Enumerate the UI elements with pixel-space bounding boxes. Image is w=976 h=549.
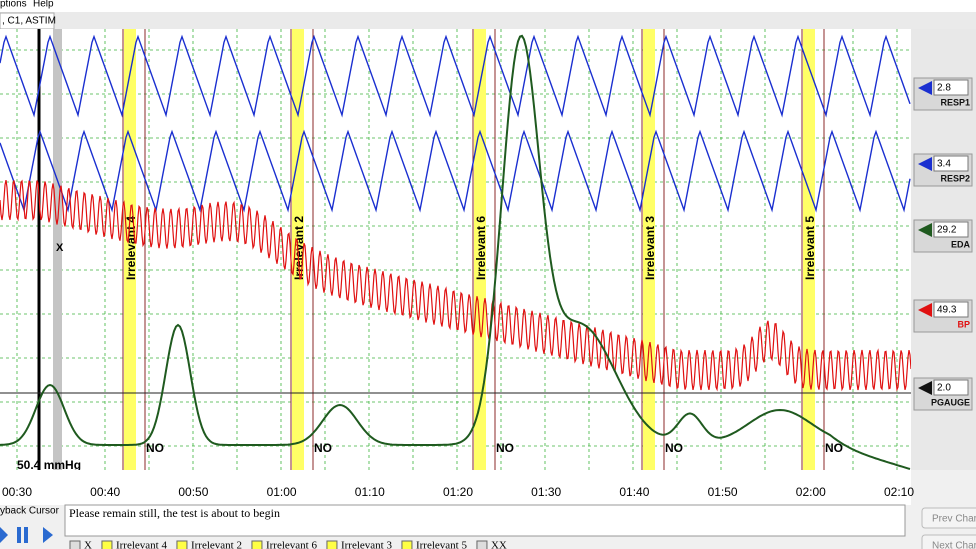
checkbox[interactable] bbox=[476, 540, 488, 549]
answer-label: NO bbox=[665, 441, 683, 455]
checkbox[interactable] bbox=[69, 540, 81, 549]
checkbox[interactable] bbox=[176, 540, 188, 549]
time-label: 02:10 bbox=[884, 485, 914, 499]
channel-value-box bbox=[933, 379, 969, 396]
button[interactable] bbox=[921, 507, 976, 529]
question-label: Irrelevant 6 bbox=[474, 216, 488, 280]
channel-value-box bbox=[933, 301, 969, 318]
checkbox-label: Irrelevant 6 bbox=[266, 540, 317, 549]
menu-item[interactable]: ptions bbox=[0, 0, 27, 10]
channel-arrow bbox=[918, 157, 932, 171]
question-band bbox=[124, 29, 136, 470]
time-labels: 00:30 00:40 00:50 01:00 01:10 01:20 01:30 01:40… bbox=[2, 485, 914, 499]
trace-bp bbox=[0, 179, 912, 392]
time-label: 01:40 bbox=[619, 485, 649, 499]
channel-name: RESP1 bbox=[940, 97, 970, 107]
tab-label: , C1, ASTIM bbox=[2, 16, 56, 27]
channel-arrow bbox=[918, 303, 932, 317]
tab-row bbox=[0, 12, 976, 29]
channel-value: 29.2 bbox=[937, 225, 957, 236]
scale-label: 50.4 mmHg bbox=[17, 458, 81, 472]
checkbox[interactable] bbox=[251, 540, 263, 549]
channel-value-box bbox=[933, 79, 969, 96]
time-axis bbox=[0, 470, 911, 505]
checkbox-row: X Irrelevant 4 Irrelevant 2 Irrelevant 6 Irr… bbox=[69, 540, 507, 549]
channel-value-box bbox=[933, 221, 969, 238]
menu-bar bbox=[0, 0, 976, 12]
answer-label: NO bbox=[146, 441, 164, 455]
time-label: 01:20 bbox=[443, 485, 473, 499]
channel-name: RESP2 bbox=[940, 173, 970, 183]
channel-value: 49.3 bbox=[937, 305, 957, 316]
checkbox-label: Irrelevant 3 bbox=[341, 540, 392, 549]
channel-value-box bbox=[933, 155, 969, 172]
checkbox[interactable] bbox=[101, 540, 113, 549]
answer-label: NO bbox=[496, 441, 514, 455]
checkbox-label: Irrelevant 4 bbox=[116, 540, 167, 549]
checkbox-label: X bbox=[84, 540, 92, 549]
marker-label: X bbox=[56, 242, 64, 254]
channel-name: EDA bbox=[951, 239, 971, 249]
channel-name: BP bbox=[957, 319, 970, 329]
pause-button[interactable] bbox=[17, 527, 21, 543]
chart-area bbox=[0, 29, 911, 470]
button[interactable] bbox=[921, 534, 976, 549]
channel-value: 2.0 bbox=[937, 383, 951, 394]
menu-item[interactable]: Help bbox=[33, 0, 54, 10]
time-label: 00:50 bbox=[178, 485, 208, 499]
trace-eda bbox=[0, 34, 911, 470]
answer-label: NO bbox=[825, 441, 843, 455]
trace-resp1 bbox=[0, 34, 911, 118]
time-label: 00:30 bbox=[2, 485, 32, 499]
trace-resp2 bbox=[0, 129, 911, 213]
play-button[interactable] bbox=[43, 527, 53, 543]
play-back-button[interactable] bbox=[0, 527, 8, 543]
cursor-band bbox=[53, 29, 62, 470]
question-label: Irrelevant 4 bbox=[124, 216, 138, 280]
time-label: 01:10 bbox=[355, 485, 385, 499]
time-label: 01:30 bbox=[531, 485, 561, 499]
checkbox[interactable] bbox=[326, 540, 338, 549]
answer-label: NO bbox=[314, 441, 332, 455]
channel-value: 3.4 bbox=[937, 159, 951, 170]
channel-arrow bbox=[918, 381, 932, 395]
time-label: 02:00 bbox=[796, 485, 826, 499]
channel-name: PGAUGE bbox=[931, 397, 970, 407]
traces bbox=[0, 34, 912, 470]
time-label: 01:00 bbox=[267, 485, 297, 499]
question-label: Irrelevant 5 bbox=[803, 216, 817, 280]
playback-label: yback Cursor bbox=[0, 506, 60, 517]
channel-arrow bbox=[918, 223, 932, 237]
checkbox[interactable] bbox=[401, 540, 413, 549]
channel-value: 2.8 bbox=[937, 83, 951, 94]
message-box bbox=[64, 504, 906, 537]
channel-arrow bbox=[918, 81, 932, 95]
button-label: Next Chart bbox=[932, 541, 976, 549]
time-label: 00:40 bbox=[90, 485, 120, 499]
grid bbox=[0, 29, 911, 470]
channels: 2.8 RESP1 3.4 RESP2 29.2 EDA 49.3BP 2.0 PGAUGE bbox=[913, 77, 973, 411]
question-label: Irrelevant 3 bbox=[643, 216, 657, 280]
pause-button[interactable] bbox=[24, 527, 28, 543]
message: Please remain still, the test is about t… bbox=[69, 506, 280, 520]
button-label: Prev Chart bbox=[932, 514, 976, 525]
checkbox-label: Irrelevant 2 bbox=[191, 540, 242, 549]
checkbox-label: XX bbox=[491, 540, 507, 549]
checkbox-label: Irrelevant 5 bbox=[416, 540, 467, 549]
time-label: 01:50 bbox=[708, 485, 738, 499]
